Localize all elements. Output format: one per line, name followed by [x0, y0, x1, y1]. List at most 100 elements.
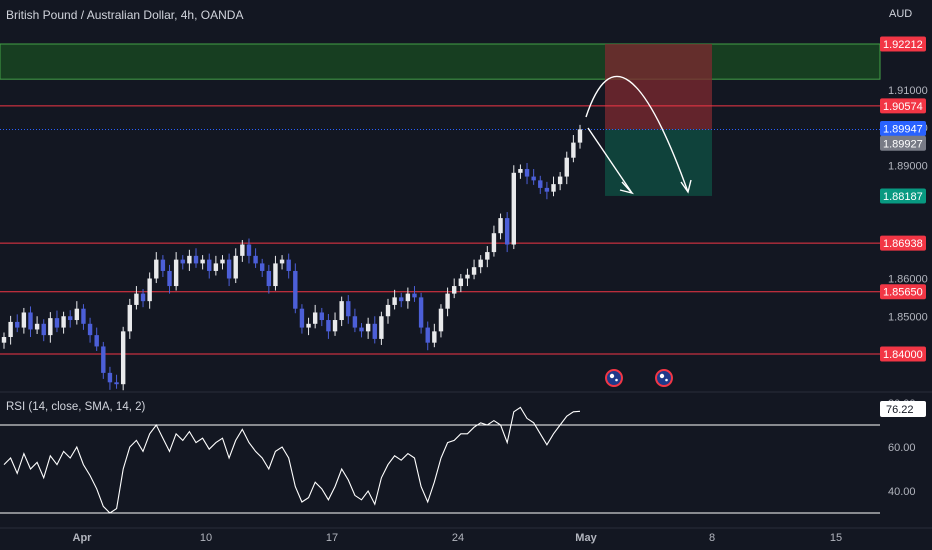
price-tag-2: 1.89947 — [880, 121, 926, 137]
projection-arrow-straight — [587, 127, 633, 194]
price-tick-2: 1.89000 — [888, 160, 928, 172]
price-tag-bg-3 — [880, 135, 926, 151]
stop-loss-box — [605, 44, 712, 130]
candle-body-56 — [372, 323, 377, 339]
candle-body-70 — [465, 274, 470, 279]
candle-body-54 — [359, 327, 364, 332]
event-badge-1-dot — [609, 373, 615, 379]
candle-body-76 — [504, 218, 510, 245]
price-tag-label-0: 1.92212 — [883, 39, 923, 51]
candle-body-69 — [458, 278, 464, 287]
rsi-indicator-label[interactable]: RSI (14, close, SMA, 14, 2) — [6, 401, 146, 413]
price-tag-bg-6 — [880, 284, 926, 300]
candle-body-64 — [425, 327, 430, 343]
candle-body-60 — [399, 297, 404, 302]
price-tag-6: 1.85650 — [880, 284, 926, 300]
price-tag-0: 1.92212 — [880, 36, 926, 52]
candle-body-45 — [299, 308, 305, 328]
event-badge-1 — [605, 369, 623, 387]
price-tag-bg-7 — [880, 346, 926, 362]
candle-body-48 — [319, 312, 324, 321]
time-tick-2: 17 — [326, 532, 338, 544]
price-pane[interactable] — [0, 43, 881, 391]
arrowhead-curve — [680, 179, 692, 194]
price-tag-label-2: 1.89947 — [883, 124, 923, 136]
event-badge-2-dot — [659, 373, 665, 379]
candle-body-82 — [544, 187, 550, 192]
candle-body-18 — [120, 331, 126, 385]
candle-body-46 — [306, 323, 311, 328]
price-tag-label-3: 1.89927 — [883, 138, 923, 150]
candle-body-26 — [173, 259, 179, 287]
candle-body-87 — [577, 129, 583, 143]
candle-body-16 — [107, 372, 113, 383]
price-tag-5: 1.86938 — [880, 235, 926, 251]
candle-body-3 — [21, 312, 27, 328]
candle-body-13 — [87, 323, 93, 336]
candle-body-2 — [15, 321, 20, 328]
candle-body-24 — [160, 259, 166, 271]
event-badge-2 — [655, 369, 673, 387]
candle-body-53 — [352, 316, 358, 328]
candle-body-66 — [438, 308, 444, 332]
rsi-pane[interactable] — [0, 406, 880, 514]
candle-body-57 — [379, 316, 384, 339]
price-tag-label-5: 1.86938 — [883, 238, 923, 250]
candle-body-40 — [266, 270, 272, 287]
supply-zone — [0, 43, 881, 80]
candle-body-5 — [34, 323, 40, 330]
candle-body-47 — [312, 312, 318, 324]
rsi-tick-1: 60.00 — [888, 442, 916, 454]
candle-body-1 — [8, 321, 13, 338]
candle-body-10 — [68, 316, 73, 321]
rsi-tick-2: 40.00 — [888, 486, 916, 498]
candle-body-31 — [207, 259, 212, 271]
candle-body-29 — [193, 255, 199, 264]
arrowhead-straight — [619, 181, 635, 195]
candle-body-7 — [48, 318, 53, 336]
candle-body-61 — [405, 293, 411, 302]
time-tick-6: 15 — [830, 532, 842, 544]
time-tick-1: 10 — [200, 532, 212, 544]
candle-body-15 — [101, 346, 106, 373]
candle-body-11 — [74, 308, 80, 321]
price-tag-bg-2 — [880, 121, 926, 137]
price-tick-0: 1.91000 — [888, 85, 928, 97]
candle-body-72 — [478, 259, 483, 268]
chart-title: British Pound / Australian Dollar, 4h, O… — [6, 8, 244, 22]
event-badge-2-ring — [655, 369, 673, 387]
price-tag-bg-5 — [880, 235, 926, 251]
candle-body-78 — [518, 169, 523, 173]
candle-body-6 — [41, 323, 46, 336]
candle-body-14 — [94, 335, 99, 347]
axes: 1.910001.900001.890001.860001.850001.922… — [0, 36, 932, 544]
candles — [1, 124, 583, 391]
candle-body-43 — [286, 259, 291, 271]
projection-arrows — [585, 75, 692, 195]
price-tag-bg-1 — [880, 98, 926, 114]
candle-body-50 — [332, 320, 338, 332]
price-tag-bg-0 — [880, 36, 926, 52]
candle-body-4 — [28, 312, 33, 330]
candle-body-83 — [551, 184, 556, 192]
candle-body-44 — [293, 270, 298, 309]
candle-body-8 — [54, 318, 60, 328]
rsi-line — [3, 406, 581, 514]
candle-body-23 — [154, 259, 159, 279]
candle-body-30 — [200, 259, 205, 264]
candle-body-62 — [412, 293, 417, 298]
candle-body-65 — [432, 331, 437, 343]
candle-body-34 — [226, 259, 232, 279]
price-tag-3: 1.89927 — [880, 135, 926, 151]
candle-body-73 — [485, 252, 490, 260]
price-tag-label-7: 1.84000 — [883, 349, 923, 361]
candle-body-17 — [114, 382, 119, 385]
candle-body-35 — [233, 255, 238, 279]
candle-body-0 — [1, 337, 7, 343]
candle-body-28 — [187, 255, 192, 264]
candle-body-77 — [511, 172, 516, 245]
rsi-value-tag-bg — [880, 401, 926, 417]
time-tick-3: 24 — [452, 532, 464, 544]
price-tag-7: 1.84000 — [880, 346, 926, 362]
